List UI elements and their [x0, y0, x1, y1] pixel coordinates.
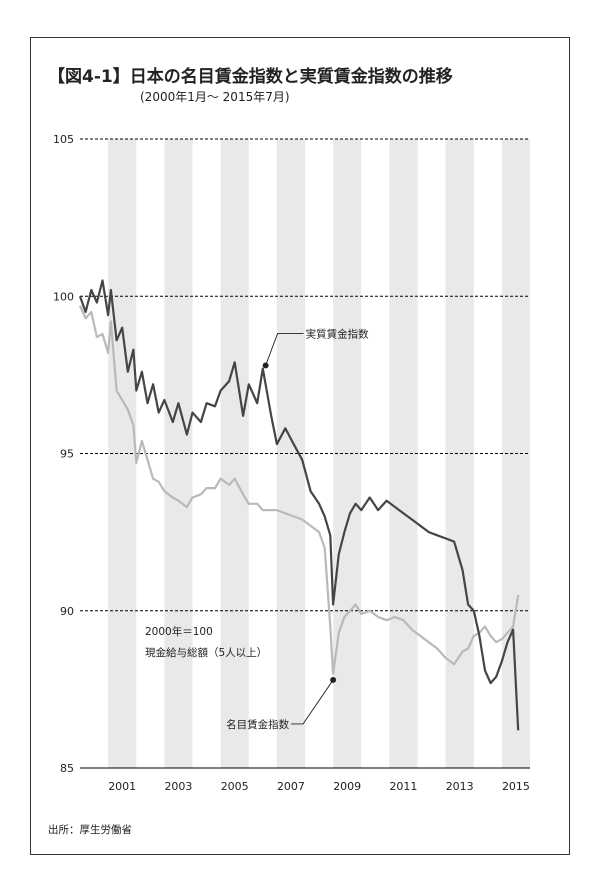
x-tick-labels: 2001 2003 2005 2007 2009 2011 2013 2015 — [108, 780, 530, 793]
nominal-wage-leader — [291, 679, 334, 725]
real-wage-leader — [265, 332, 304, 366]
year-band-2013 — [445, 139, 474, 768]
source-note: 出所：厚生労働省 — [48, 824, 132, 836]
y-tick-90: 90 — [60, 605, 74, 618]
x-tick-2009: 2009 — [333, 780, 361, 793]
year-band-2005 — [220, 139, 249, 768]
x-tick-2005: 2005 — [221, 780, 249, 793]
y-tick-95: 95 — [60, 448, 74, 461]
nominal-wage-index-line — [78, 305, 520, 675]
y-tick-100: 100 — [53, 290, 74, 303]
chart-title: 【図4-1】日本の名目賃金指数と実質賃金指数の推移 — [48, 67, 453, 87]
x-tick-2013: 2013 — [446, 780, 474, 793]
year-bands — [108, 139, 530, 768]
x-tick-2015: 2015 — [502, 780, 530, 793]
x-tick-2003: 2003 — [164, 780, 192, 793]
real-wage-index-line — [78, 279, 520, 731]
x-tick-2011: 2011 — [389, 780, 417, 793]
y-tick-labels: 85 90 95 100 105 — [53, 133, 74, 775]
note-base-year: 2000年＝100 — [145, 625, 213, 638]
chart-subtitle: (2000年1月～ 2015年7月) — [140, 90, 290, 104]
series-lines — [78, 279, 520, 731]
x-tick-2007: 2007 — [277, 780, 305, 793]
real-wage-annotation: 実質賃金指数 — [306, 327, 369, 340]
note-cash-earnings: 現金給与総額（5人以上） — [145, 646, 267, 659]
grid-lines — [80, 138, 530, 769]
nominal-wage-annotation: 名目賃金指数 — [226, 718, 289, 731]
year-band-2003 — [164, 139, 193, 768]
y-tick-85: 85 — [60, 762, 74, 775]
year-band-2011 — [389, 139, 418, 768]
x-tick-2001: 2001 — [108, 780, 136, 793]
y-tick-105: 105 — [53, 133, 74, 146]
